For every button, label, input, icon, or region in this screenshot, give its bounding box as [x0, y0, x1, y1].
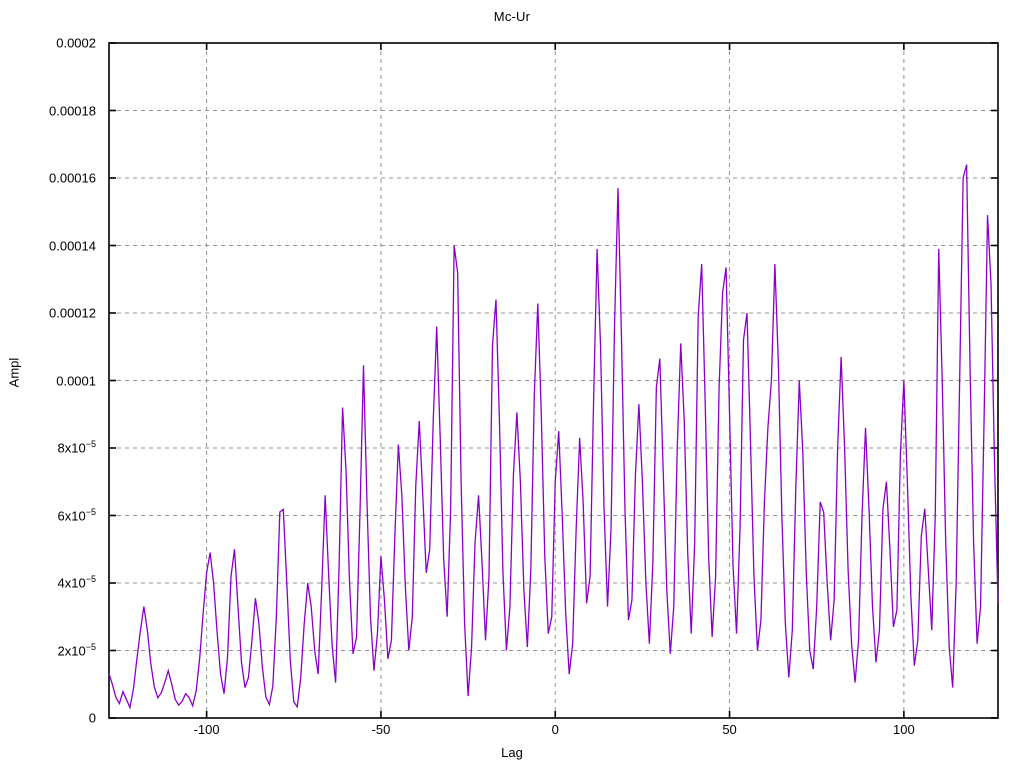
x-axis-label: Lag [501, 745, 523, 760]
y-tick-text: 0.0001 [56, 373, 96, 388]
grid-lines [109, 43, 998, 718]
axis-frame [108, 42, 999, 719]
y-tick-text: 8x10−5 [57, 439, 96, 456]
y-tick-text: 0.00018 [49, 103, 96, 118]
x-tick-text: -100 [193, 722, 220, 737]
y-tick-text: 0 [88, 710, 96, 726]
y-tick-text: 0.0002 [56, 35, 96, 51]
y-tick-text: 0.00012 [49, 305, 96, 321]
x-tick-text: 0 [551, 722, 559, 737]
x-tick-text: -50 [371, 722, 391, 737]
y-tick-text: 6x10−5 [57, 506, 96, 523]
data-series [108, 164, 999, 710]
y-tick-text: 0.00014 [49, 238, 96, 253]
x-tick-text: 50 [722, 722, 737, 737]
x-tick-text: 100 [893, 722, 915, 737]
y-tick-text: 2x10−5 [57, 641, 96, 658]
y-tick-text: 0.00016 [49, 170, 96, 186]
chart-title: Mc-Ur [493, 9, 531, 24]
y-tick-text: 4x10−5 [57, 574, 96, 591]
